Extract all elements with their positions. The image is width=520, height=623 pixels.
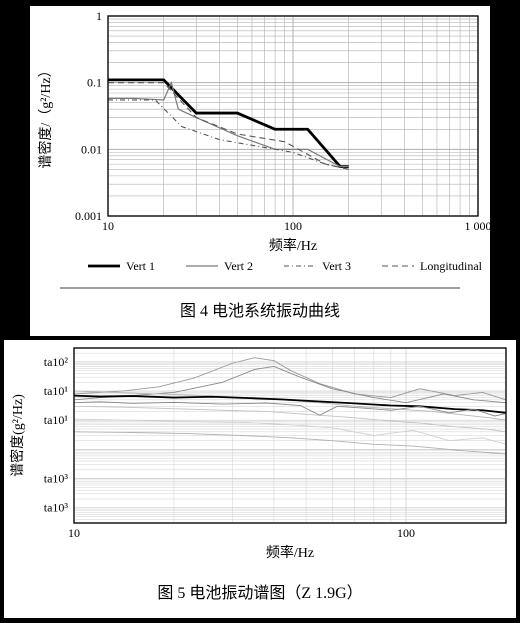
grid bbox=[108, 16, 478, 216]
ytick-label: ta10² bbox=[44, 355, 69, 369]
xtick-label: 100 bbox=[284, 219, 302, 233]
legend-item: Vert 2 bbox=[224, 259, 253, 273]
figure-caption: 图 4 电池系统振动曲线 bbox=[180, 302, 340, 320]
legend: Vert 1 Vert 2 Vert 3 Longitudinal bbox=[88, 259, 483, 273]
x-axis-label: 频率/Hz bbox=[269, 237, 317, 254]
ytick-label: ta10³ bbox=[44, 472, 69, 486]
legend-item: Vert 1 bbox=[126, 259, 155, 273]
ytick-label: ta10³ bbox=[44, 501, 69, 515]
legend-item: Longitudinal bbox=[420, 259, 483, 273]
figure-5-chart: 10 100 ta10³ ta10³ ta10¹ ta10¹ ta10² 频率/Hz 谱密度(g… bbox=[4, 340, 516, 618]
xtick-label: 100 bbox=[397, 526, 415, 540]
ytick-label: ta10¹ bbox=[44, 413, 69, 427]
ytick-label: 1 bbox=[96, 9, 102, 23]
ytick-label: 0.001 bbox=[75, 209, 102, 223]
y-axis-label: 谱密度/（g²/Hz） bbox=[37, 63, 54, 168]
ytick-label: 0.1 bbox=[87, 76, 102, 90]
xtick-label: 1 000 bbox=[465, 219, 491, 233]
legend-item: Vert 3 bbox=[322, 259, 351, 273]
ytick-label: ta10¹ bbox=[44, 384, 69, 398]
figure-caption: 图 5 电池振动谱图（Z 1.9G） bbox=[157, 584, 362, 602]
figure-4-chart: 10 100 1 000 0.001 0.01 0.1 1 频率/Hz 谱密度/（g²/Hz） V… bbox=[30, 6, 490, 336]
figure-5-panel: 10 100 ta10³ ta10³ ta10¹ ta10¹ ta10² 频率/Hz 谱密度(g… bbox=[4, 340, 516, 618]
figure-4-panel: 10 100 1 000 0.001 0.01 0.1 1 频率/Hz 谱密度/（g²/Hz） V… bbox=[30, 6, 490, 336]
x-axis-label: 频率/Hz bbox=[266, 544, 314, 561]
y-axis-label: 谱密度(g²/Hz) bbox=[9, 394, 26, 477]
ytick-label: 0.01 bbox=[81, 142, 102, 156]
xtick-label: 10 bbox=[68, 526, 80, 540]
xtick-label: 10 bbox=[102, 219, 114, 233]
